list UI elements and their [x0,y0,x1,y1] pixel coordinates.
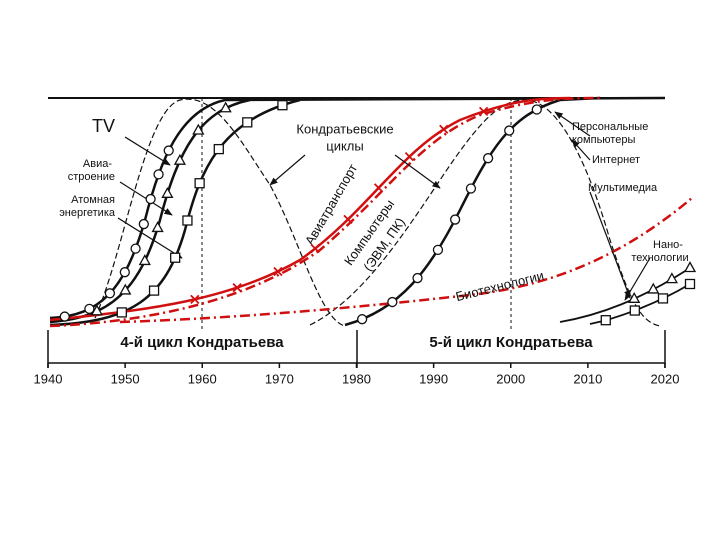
arrow [589,191,631,299]
year-label: 1970 [265,371,294,386]
label: строение [68,171,115,183]
label: Биотехнологии [454,268,545,304]
marker [647,282,660,294]
label: Кондратьевские [296,121,393,136]
air-transport-curve [49,96,571,322]
label: энергетика [59,207,116,219]
label: Интернет [592,154,640,166]
marker [173,153,187,165]
marker [148,285,160,296]
marker [116,307,127,318]
marker [465,183,477,194]
year-label: 1940 [34,371,63,386]
arrow [124,136,171,166]
marker [130,243,141,254]
marker [482,153,494,164]
marker [138,254,151,266]
label: Атомная [71,194,115,206]
marker [170,252,181,263]
label: технологии [631,252,688,264]
marker [138,218,149,230]
marker [504,125,515,136]
marker [387,296,398,308]
year-label: 2000 [496,371,525,386]
marker [373,183,384,193]
marker [232,283,242,293]
marker [439,124,449,134]
marker [684,278,696,290]
marker [161,186,174,198]
label: Нано- [653,239,683,251]
marker [104,288,116,299]
marker [277,100,288,111]
cycle-wave [94,98,346,327]
marker [90,304,103,316]
year-label: 2020 [651,371,680,386]
arrow [624,257,651,301]
band-label: 4-й цикл Кондратьева [120,334,284,351]
marker [59,311,70,322]
year-label: 1990 [419,371,448,386]
label: Мультимедиа [588,182,658,194]
marker [219,101,232,113]
marker [683,261,697,273]
arrow [554,111,591,137]
marker [449,214,461,225]
marker [194,178,205,189]
marker [665,272,678,284]
marker [600,315,611,326]
marker [190,294,200,304]
marker [628,291,641,303]
arrow [394,154,441,189]
marker [356,314,368,325]
marker [119,283,132,295]
marker [213,143,224,155]
year-label: 1960 [188,371,217,386]
computers-curve [49,96,601,328]
marker [273,266,283,277]
marker [182,215,193,226]
arrow [117,217,183,259]
marker [657,293,669,304]
nano-curve [589,283,691,325]
marker [478,106,489,116]
marker [163,145,174,156]
label: компьютеры [572,134,635,146]
band-label: 5-й цикл Кондратьева [429,334,593,351]
marker [153,169,164,180]
marker [404,151,415,162]
marker [531,104,542,115]
marker [432,244,444,256]
marker [151,221,164,233]
label: Персональные [572,121,648,133]
year-label: 2010 [573,371,602,386]
marker [145,193,156,205]
biotech-curve [119,197,693,324]
marker [310,243,320,254]
marker [629,305,640,316]
marker [343,214,353,225]
marker [119,267,130,278]
arrow [269,154,306,186]
marker [192,123,205,135]
marker [242,117,253,128]
marker [84,303,95,315]
label: TV [92,116,115,136]
year-label: 1950 [111,371,140,386]
marker [412,272,423,284]
label: циклы [326,138,363,153]
arrow [571,139,591,161]
label: Авиа- [83,158,112,170]
year-label: 1980 [342,371,371,386]
